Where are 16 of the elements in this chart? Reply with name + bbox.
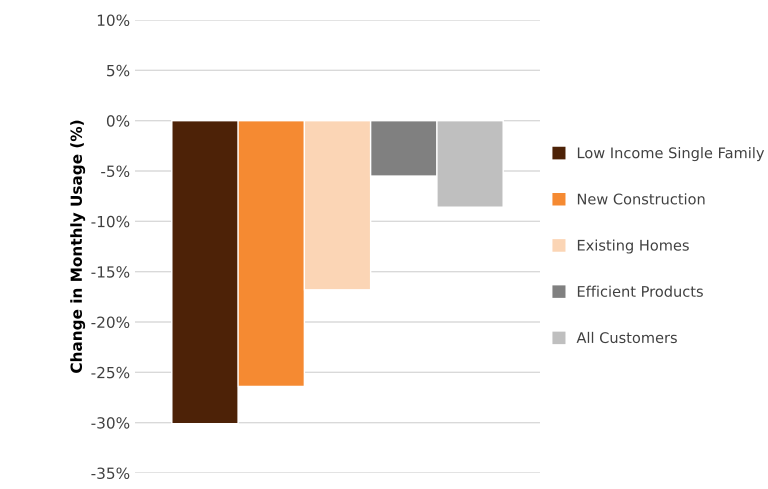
y-axis-title: Change in Monthly Usage (%) (70, 120, 86, 373)
legend-label: All Customers (576, 332, 677, 344)
y-tick-label: -5% (101, 165, 130, 178)
y-tick-label: -35% (91, 467, 130, 480)
y-tick-label: -30% (91, 417, 130, 429)
y-tick-label: 5% (107, 64, 130, 76)
y-tick-label: -20% (91, 316, 130, 328)
legend-label: Low Income Single Family (578, 147, 764, 162)
legend-label: Existing Homes (578, 239, 689, 254)
y-tick-label: -25% (91, 366, 130, 378)
legend-label: Efficient Products (578, 286, 703, 297)
y-tick-label: -10% (91, 216, 130, 228)
y-tick-label: 0% (106, 115, 130, 127)
y-tick-label: 10% (98, 14, 130, 26)
y-tick-label: -15% (91, 266, 130, 278)
legend-label: New Construction (578, 193, 705, 205)
